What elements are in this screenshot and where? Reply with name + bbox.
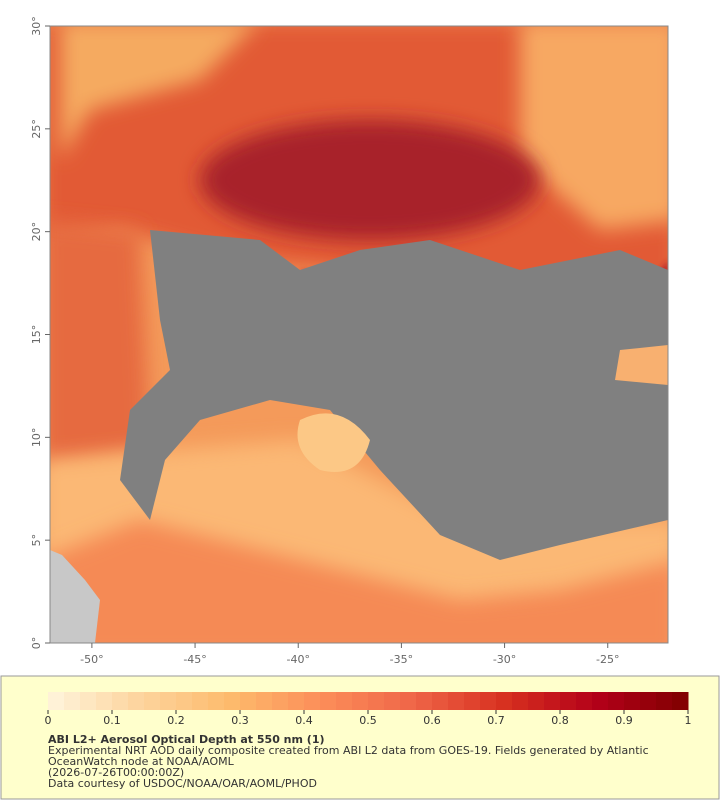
colorbar-swatch: [80, 692, 97, 710]
x-tick-label: -30°: [493, 653, 516, 666]
colorbar-swatch: [528, 692, 545, 710]
colorbar-swatch: [112, 692, 129, 710]
caption-title: ABI L2+ Aerosol Optical Depth at 550 nm …: [48, 733, 325, 746]
colorbar-tick-label: 0.7: [487, 714, 505, 727]
colorbar-swatch: [560, 692, 577, 710]
colorbar-swatch: [256, 692, 273, 710]
colorbar-swatch: [96, 692, 113, 710]
colorbar-swatch: [288, 692, 305, 710]
colorbar-swatch: [640, 692, 657, 710]
colorbar-swatch: [208, 692, 225, 710]
y-tick-label: 10°: [30, 428, 43, 448]
aod-field: [50, 26, 668, 643]
colorbar-tick-label: 0.3: [231, 714, 249, 727]
caption-line: Data courtesy of USDOC/NOAA/OAR/AOML/PHO…: [48, 777, 317, 790]
x-tick-label: -50°: [80, 653, 103, 666]
colorbar-swatch: [240, 692, 257, 710]
colorbar-swatch: [656, 692, 673, 710]
y-tick-label: 15°: [30, 325, 43, 345]
y-tick-label: 5°: [30, 534, 43, 547]
colorbar-swatch: [336, 692, 353, 710]
caption-line: (2026-07-26T00:00:00Z): [48, 766, 184, 779]
colorbar-swatch: [384, 692, 401, 710]
colorbar-tick-label: 0.4: [295, 714, 313, 727]
colorbar-swatch: [128, 692, 145, 710]
colorbar-tick-label: 1: [685, 714, 692, 727]
colorbar-swatch: [592, 692, 609, 710]
colorbar-swatch: [48, 692, 65, 710]
colorbar-tick-label: 0: [45, 714, 52, 727]
colorbar-swatch: [464, 692, 481, 710]
colorbar-swatch: [224, 692, 241, 710]
colorbar-swatch: [432, 692, 449, 710]
caption-line: OceanWatch node at NOAA/AOML: [48, 755, 235, 768]
colorbar-swatch: [448, 692, 465, 710]
colorbar-swatch: [304, 692, 321, 710]
colorbar-swatch: [512, 692, 529, 710]
x-tick-label: -35°: [390, 653, 413, 666]
y-tick-label: 30°: [30, 16, 43, 36]
colorbar-swatch: [352, 692, 369, 710]
y-tick-label: 0°: [30, 637, 43, 650]
colorbar-swatch: [368, 692, 385, 710]
colorbar-swatch: [160, 692, 177, 710]
x-tick-label: -25°: [596, 653, 619, 666]
colorbar-swatch: [176, 692, 193, 710]
colorbar-swatch: [144, 692, 161, 710]
y-tick-label: 20°: [30, 222, 43, 242]
y-tick-label: 25°: [30, 119, 43, 139]
colorbar-tick-label: 0.5: [359, 714, 377, 727]
colorbar-tick-label: 0.9: [615, 714, 633, 727]
colorbar-swatch: [608, 692, 625, 710]
colorbar-swatch: [672, 692, 689, 710]
colorbar-swatch: [576, 692, 593, 710]
colorbar-tick-label: 0.2: [167, 714, 185, 727]
x-tick-label: -40°: [286, 653, 309, 666]
colorbar-swatch: [416, 692, 433, 710]
colorbar-swatch: [480, 692, 497, 710]
colorbar-swatch: [544, 692, 561, 710]
colorbar-swatch: [192, 692, 209, 710]
colorbar-swatch: [496, 692, 513, 710]
colorbar-swatch: [400, 692, 417, 710]
caption-line: Experimental NRT AOD daily composite cre…: [48, 744, 649, 757]
colorbar-swatch: [64, 692, 81, 710]
colorbar-swatch: [320, 692, 337, 710]
colorbar-swatch: [624, 692, 641, 710]
colorbar-tick-label: 0.1: [103, 714, 121, 727]
x-tick-label: -45°: [183, 653, 206, 666]
colorbar-tick-label: 0.8: [551, 714, 569, 727]
colorbar-tick-label: 0.6: [423, 714, 441, 727]
colorbar-swatch: [272, 692, 289, 710]
